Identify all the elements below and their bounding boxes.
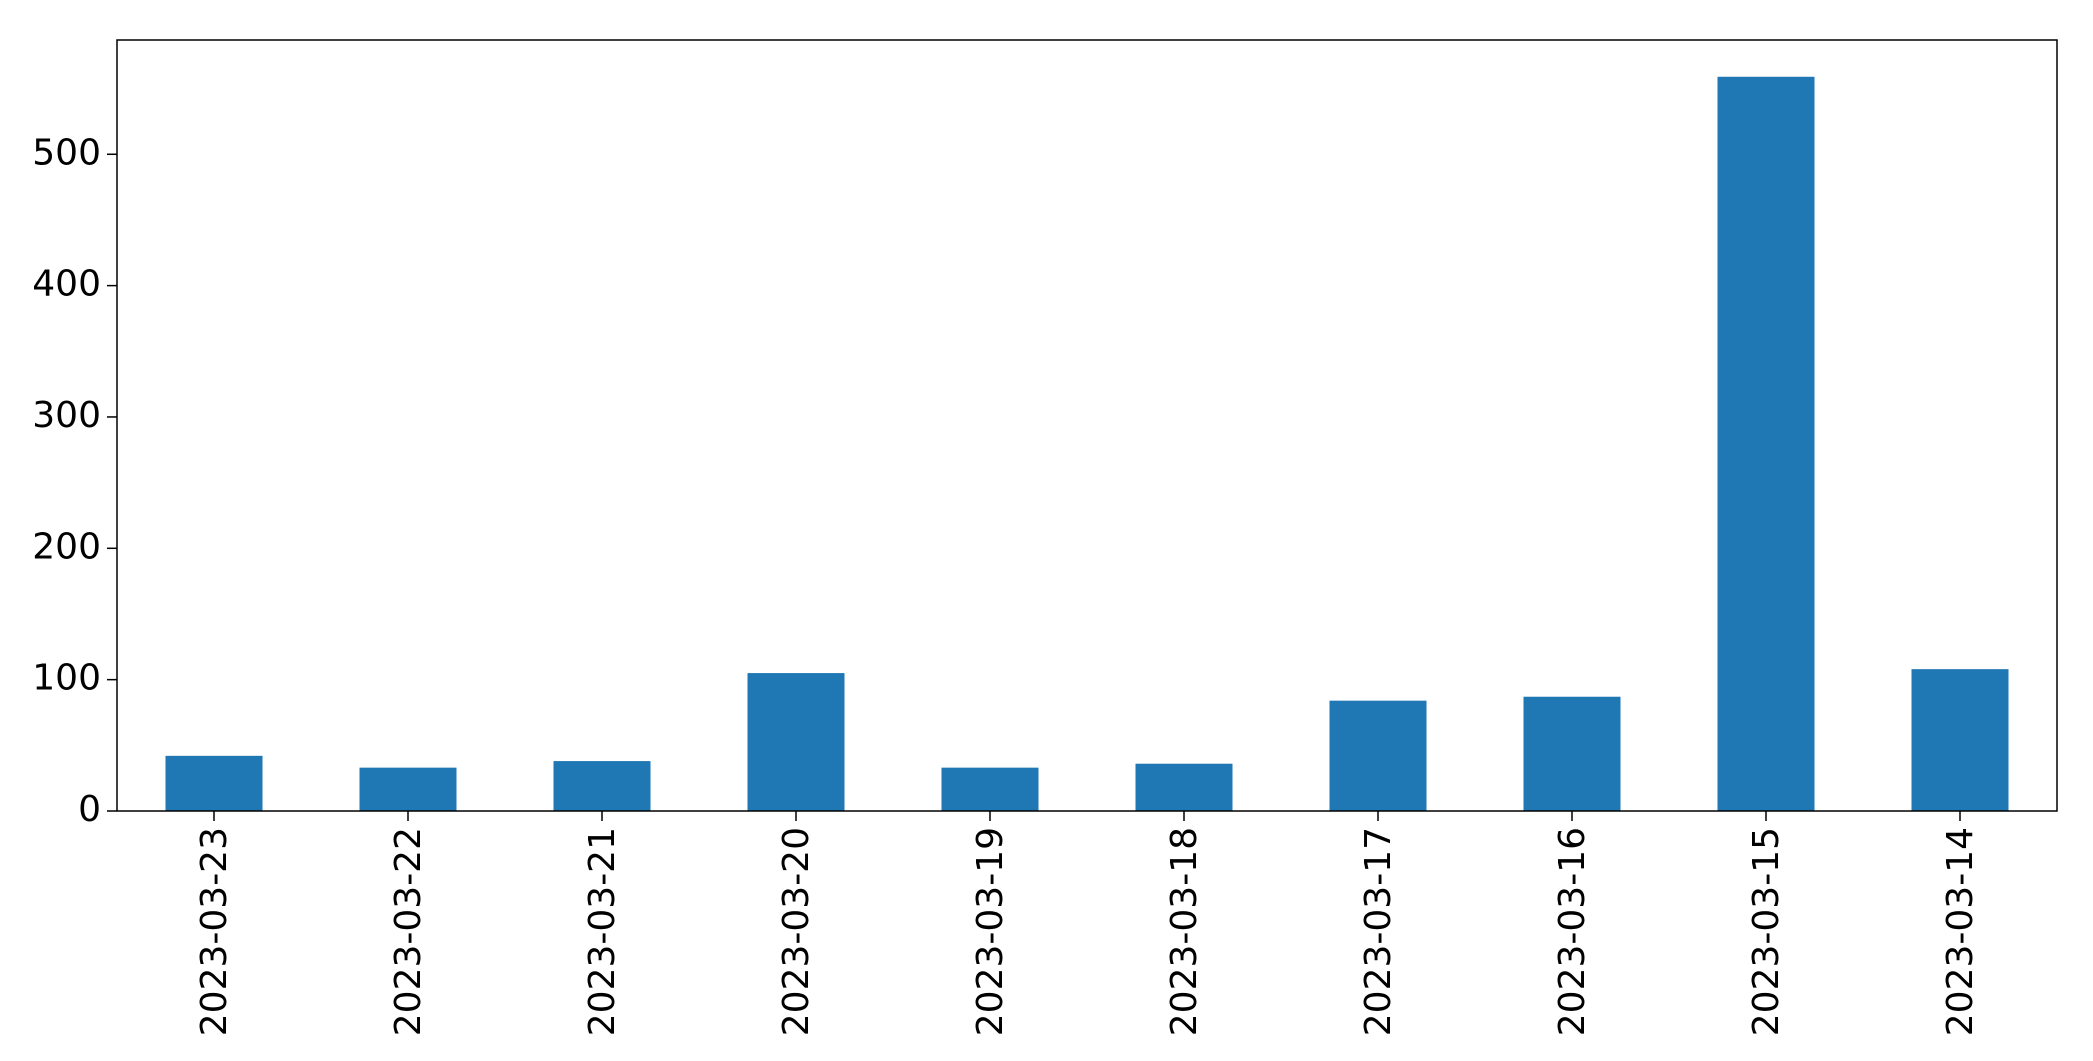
bar-2023-03-15 xyxy=(1717,76,1815,811)
bar-2023-03-20 xyxy=(747,673,845,811)
x-tick-label: 2023-03-23 xyxy=(194,827,235,1036)
bar-2023-03-23 xyxy=(165,755,263,811)
bar-2023-03-18 xyxy=(1135,763,1233,811)
x-tick-label: 2023-03-22 xyxy=(388,827,429,1036)
x-tick-label: 2023-03-20 xyxy=(776,827,817,1036)
x-tick-label: 2023-03-19 xyxy=(970,827,1011,1036)
y-tick-label: 0 xyxy=(78,789,101,830)
bar-2023-03-17 xyxy=(1329,700,1427,811)
bar-2023-03-22 xyxy=(359,767,457,811)
bar-2023-03-21 xyxy=(553,761,651,811)
x-tick-label: 2023-03-15 xyxy=(1746,827,1787,1036)
bar-2023-03-19 xyxy=(941,767,1039,811)
x-tick-label: 2023-03-17 xyxy=(1358,827,1399,1036)
bar-2023-03-14 xyxy=(1911,669,2009,811)
x-tick-label: 2023-03-14 xyxy=(1940,827,1981,1036)
y-tick-label: 200 xyxy=(32,526,101,567)
x-tick-label: 2023-03-18 xyxy=(1164,827,1205,1036)
plot-frame xyxy=(116,39,2058,812)
y-tick-label: 400 xyxy=(32,264,101,305)
bars-layer xyxy=(165,76,2009,811)
x-tick-label: 2023-03-21 xyxy=(582,827,623,1036)
y-tick-label: 300 xyxy=(32,395,101,436)
x-axis: 2023-03-23 2023-03-22 2023-03-21 2023-03-20… xyxy=(194,811,1981,1036)
y-tick-label: 100 xyxy=(32,658,101,699)
x-tick-label: 2023-03-16 xyxy=(1552,827,1593,1036)
y-tick-label: 500 xyxy=(32,132,101,173)
bar-2023-03-16 xyxy=(1523,696,1621,811)
y-axis: 0 100 200 300 400 500 xyxy=(32,132,117,830)
